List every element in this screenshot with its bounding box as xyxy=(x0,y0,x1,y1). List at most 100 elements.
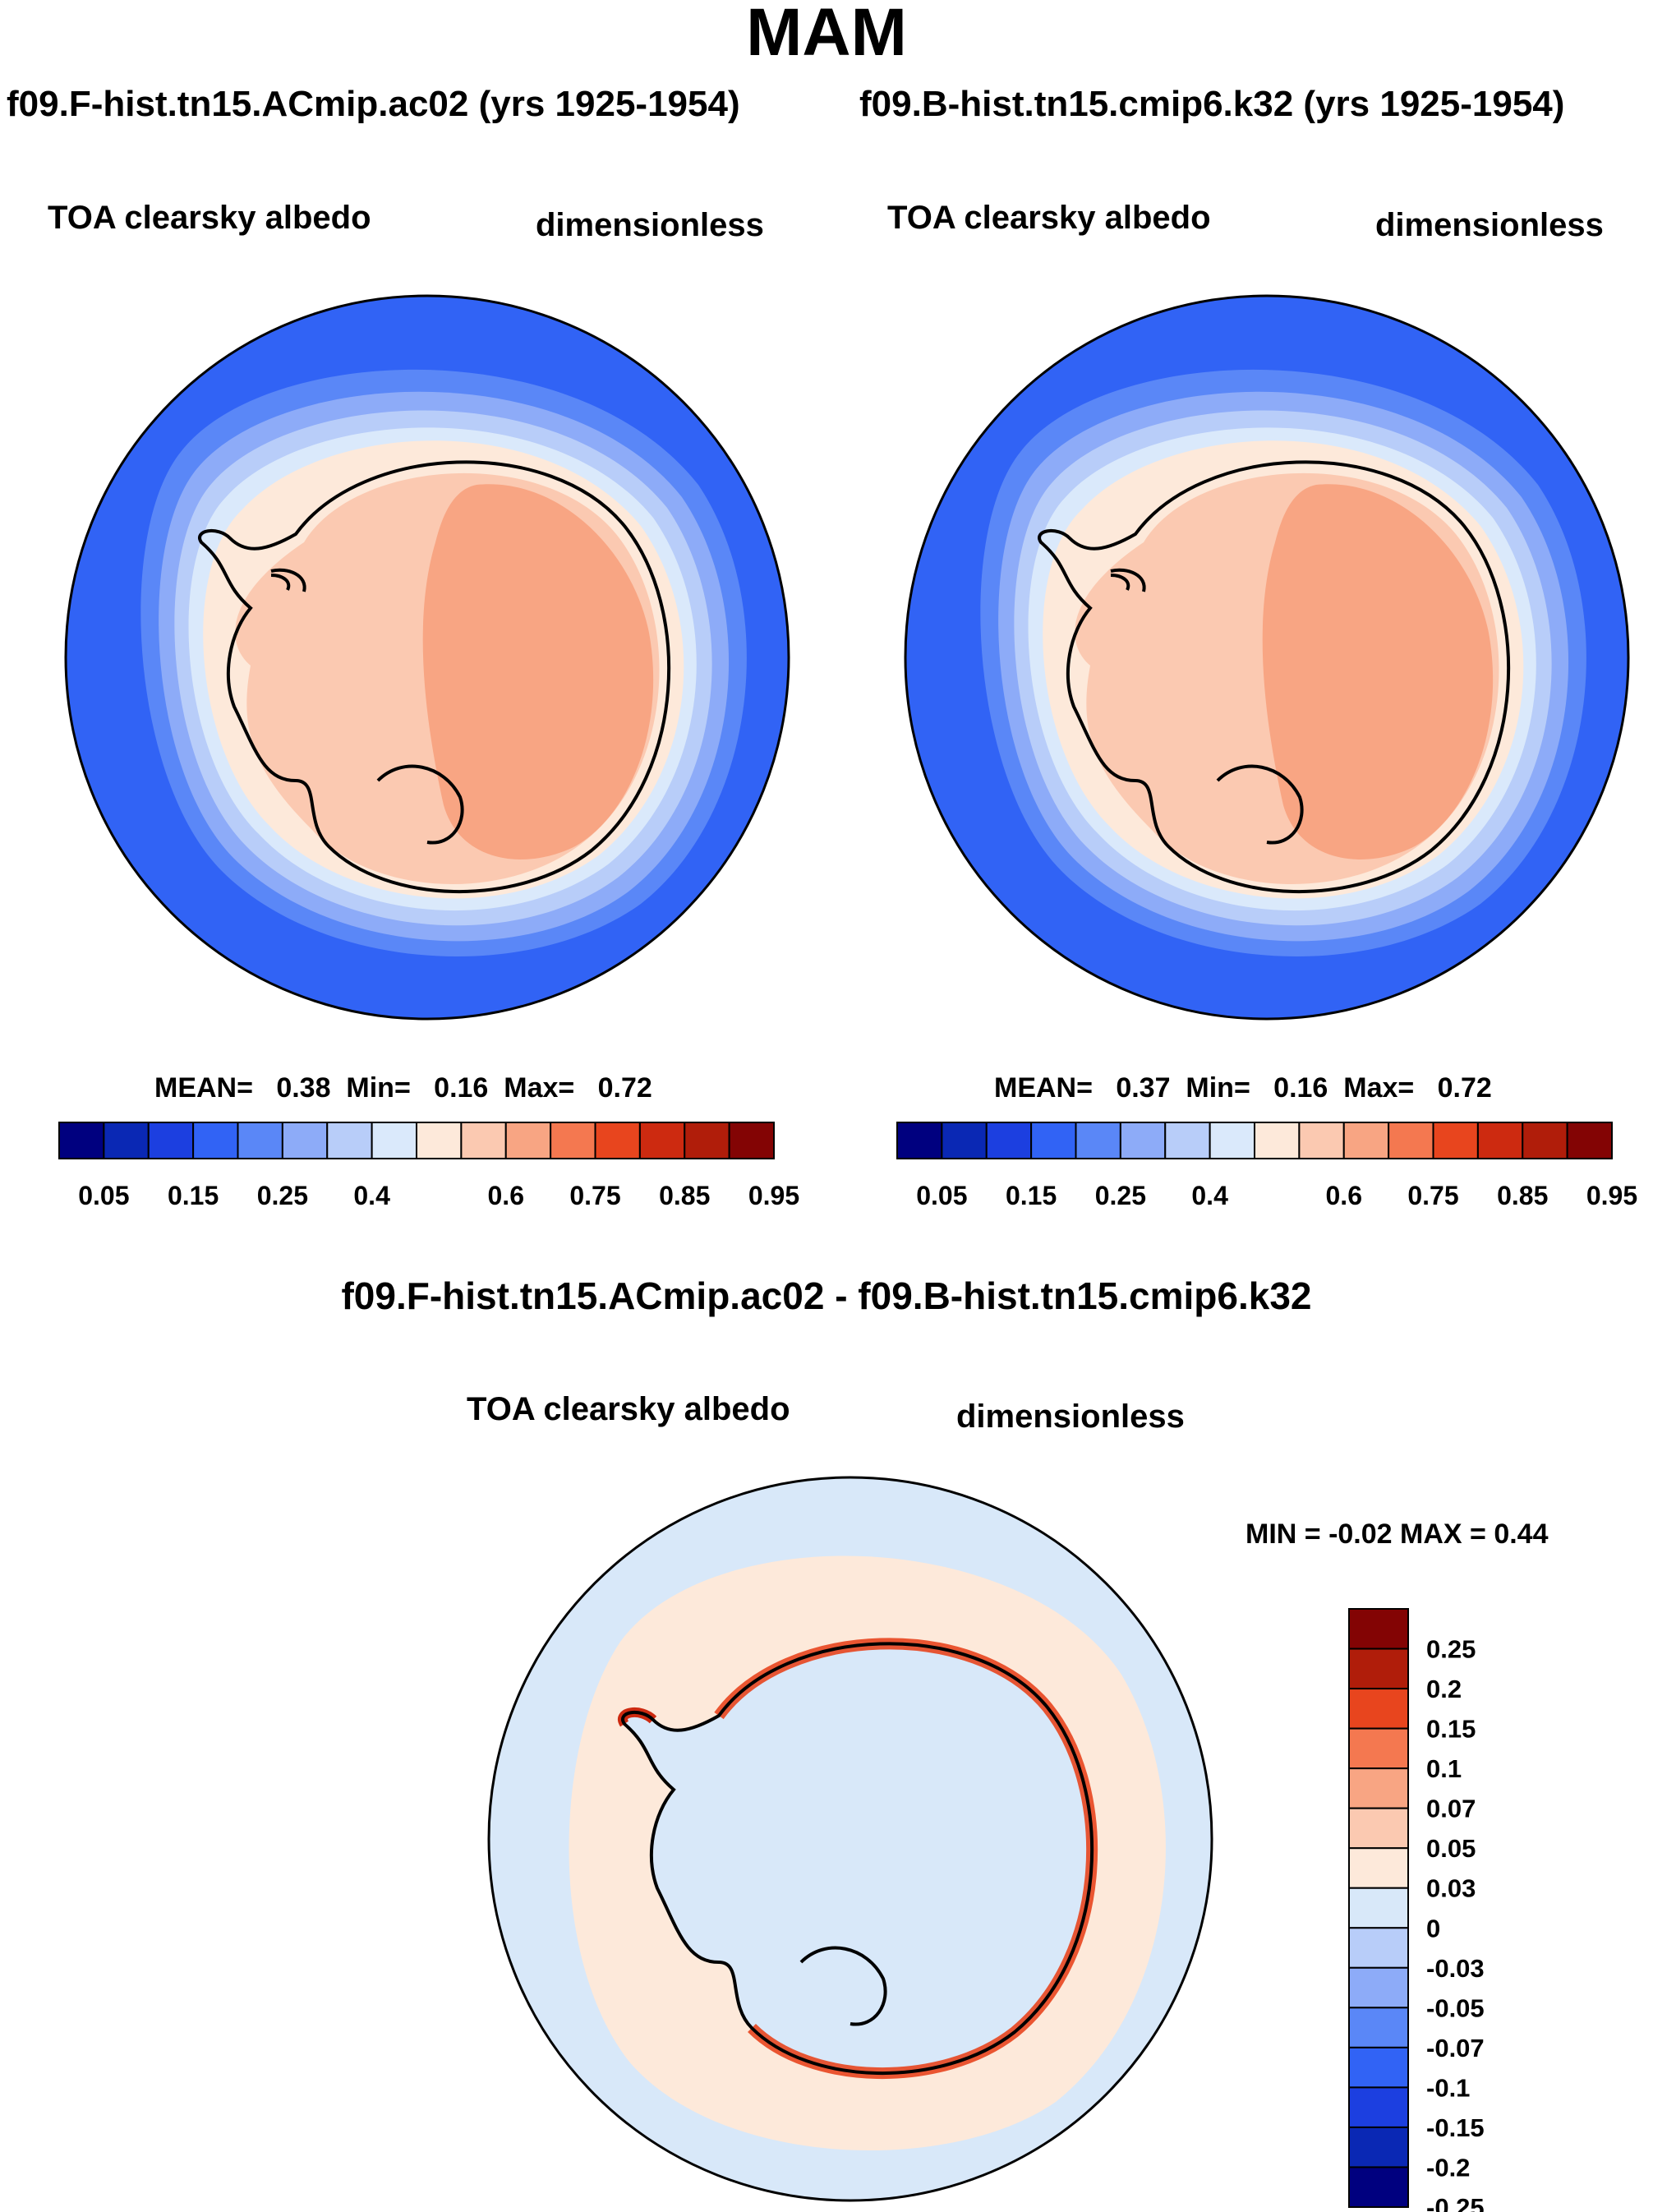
diff-colorbar: 0.25 0.2 0.15 0.1 0.07 0.05 0.03 0 -0.03 -0.05 -0.… xyxy=(1348,1608,1485,2212)
diff-colorbar-tick-label-3: 0.1 xyxy=(1426,1754,1462,1783)
panel1-map xyxy=(64,294,790,1021)
panel1-units-label: dimensionless xyxy=(536,207,764,243)
panel1-colorbar-swatch-3 xyxy=(192,1122,239,1159)
diff-variable-label: TOA clearsky albedo xyxy=(467,1391,790,1427)
panel1-colorbar-swatch-1 xyxy=(103,1122,150,1159)
panel2-colorbar-swatch-15 xyxy=(1566,1122,1613,1159)
panel2-variable-label: TOA clearsky albedo xyxy=(887,200,1211,236)
panel1-stats: MEAN= 0.38 Min= 0.16 Max= 0.72 xyxy=(154,1072,652,1104)
panel2-colorbar-swatch-8 xyxy=(1254,1122,1301,1159)
diff-colorbar-tick-label-7: 0 xyxy=(1426,1914,1440,1942)
diff-colorbar-tick-label-12: -0.15 xyxy=(1426,2113,1485,2142)
panel2-mean-label: MEAN= xyxy=(994,1072,1093,1104)
panel2-colorbar-swatch-12 xyxy=(1432,1122,1479,1159)
diff-units-label: dimensionless xyxy=(956,1399,1185,1435)
panel2-colorbar-tick-label-7: 0.95 xyxy=(1586,1181,1637,1210)
diff-colorbar-swatch-7 xyxy=(1348,1887,1409,1929)
diff-colorbar-swatch-5 xyxy=(1348,1807,1409,1850)
panel2-colorbar-swatch-6 xyxy=(1164,1122,1211,1159)
panel1-colorbar-swatch-7 xyxy=(371,1122,417,1159)
diff-colorbar-swatch-0 xyxy=(1348,1608,1409,1650)
panel1-mean-label: MEAN= xyxy=(154,1072,253,1104)
panel1-variable-label: TOA clearsky albedo xyxy=(48,200,371,236)
panel2-colorbar-swatch-14 xyxy=(1522,1122,1568,1159)
panel2-min-label: Min= xyxy=(1186,1072,1250,1104)
diff-colorbar-swatch-14 xyxy=(1348,2166,1409,2208)
panel2-colorbar-tick-label-3: 0.4 xyxy=(1191,1181,1228,1210)
panel1-min-value: 0.16 xyxy=(434,1072,489,1104)
diff-colorbar-swatch-6 xyxy=(1348,1847,1409,1889)
panel1-colorbar-swatch-2 xyxy=(147,1122,195,1159)
panel2-min-value: 0.16 xyxy=(1273,1072,1328,1104)
panel1-colorbar-swatch-10 xyxy=(504,1122,552,1159)
diff-colorbar-swatch-9 xyxy=(1348,1966,1409,2009)
diff-colorbar-tick-label-6: 0.03 xyxy=(1426,1874,1476,1903)
diff-colorbar-tick-label-11: -0.1 xyxy=(1426,2073,1470,2102)
panel1-colorbar-tick-label-1: 0.15 xyxy=(168,1181,219,1210)
panel2-colorbar: 0.05 0.15 0.25 0.4 0.6 0.75 0.85 0.95 xyxy=(896,1122,1637,1210)
panel2-units-label: dimensionless xyxy=(1375,207,1604,243)
season-title: MAM xyxy=(746,0,907,70)
panel2-colorbar-tick-label-1: 0.15 xyxy=(1006,1181,1057,1210)
panel2-colorbar-swatch-2 xyxy=(985,1122,1033,1159)
panel1-max-label: Max= xyxy=(504,1072,575,1104)
panel2-colorbar-swatch-7 xyxy=(1209,1122,1255,1159)
panel2-colorbar-swatch-3 xyxy=(1030,1122,1077,1159)
panel2-case-title: f09.B-hist.tn15.cmip6.k32 (yrs 1925-1954… xyxy=(859,84,1565,124)
panel2-colorbar-tick-label-5: 0.75 xyxy=(1407,1181,1458,1210)
diff-colorbar-tick-label-2: 0.15 xyxy=(1426,1715,1476,1744)
panel2-max-value: 0.72 xyxy=(1437,1072,1492,1104)
panel1-colorbar-tick-label-2: 0.25 xyxy=(257,1181,308,1210)
diff-colorbar-tick-label-0: 0.25 xyxy=(1426,1635,1476,1664)
diff-colorbar-swatch-11 xyxy=(1348,2046,1409,2089)
panel1-colorbar-swatch-14 xyxy=(684,1122,730,1159)
panel1-colorbar-tick-label-5: 0.75 xyxy=(569,1181,620,1210)
panel2-colorbar-swatch-1 xyxy=(941,1122,988,1159)
diff-colorbar-swatch-2 xyxy=(1348,1688,1409,1730)
panel1-colorbar-swatch-9 xyxy=(460,1122,507,1159)
panel1-colorbar-swatch-11 xyxy=(550,1122,596,1159)
diff-colorbar-swatch-8 xyxy=(1348,1927,1409,1969)
panel1-colorbar-swatch-4 xyxy=(237,1122,283,1159)
panel2-max-label: Max= xyxy=(1343,1072,1415,1104)
diff-colorbar-swatch-13 xyxy=(1348,2126,1409,2168)
panel2-colorbar-swatch-11 xyxy=(1388,1122,1434,1159)
panel1-mean-value: 0.38 xyxy=(276,1072,331,1104)
diff-colorbar-swatch-3 xyxy=(1348,1727,1409,1770)
diff-map xyxy=(489,1477,1212,2200)
diff-title: f09.F-hist.tn15.ACmip.ac02 - f09.B-hist.… xyxy=(341,1274,1312,1317)
panel1-colorbar-swatch-8 xyxy=(416,1122,463,1159)
panel1-colorbar-swatch-15 xyxy=(728,1122,775,1159)
diff-colorbar-swatch-10 xyxy=(1348,2007,1409,2048)
panel2-colorbar-swatch-4 xyxy=(1075,1122,1121,1159)
panel1-case-title: f09.F-hist.tn15.ACmip.ac02 (yrs 1925-195… xyxy=(7,84,740,124)
panel2-colorbar-tick-label-6: 0.85 xyxy=(1497,1181,1548,1210)
diff-colorbar-tick-label-4: 0.07 xyxy=(1426,1795,1476,1823)
diff-colorbar-tick-label-9: -0.05 xyxy=(1426,1993,1485,2022)
diff-colorbar-tick-label-8: -0.03 xyxy=(1426,1954,1485,1983)
panel1-max-value: 0.72 xyxy=(597,1072,652,1104)
diff-colorbar-swatch-4 xyxy=(1348,1767,1409,1809)
diff-colorbar-tick-label-13: -0.2 xyxy=(1426,2153,1470,2182)
diff-colorbar-swatch-1 xyxy=(1348,1647,1409,1690)
panel2-stats: MEAN= 0.37 Min= 0.16 Max= 0.72 xyxy=(994,1072,1492,1104)
diff-colorbar-tick-label-10: -0.07 xyxy=(1426,2034,1485,2062)
panel2-colorbar-swatch-9 xyxy=(1298,1122,1345,1159)
diff-colorbar-tick-label-5: 0.05 xyxy=(1426,1834,1476,1863)
panel1-colorbar-swatch-5 xyxy=(281,1122,329,1159)
panel2-colorbar-tick-label-0: 0.05 xyxy=(916,1181,967,1210)
panel2-colorbar-swatch-13 xyxy=(1476,1122,1524,1159)
panel2-map xyxy=(904,294,1630,1021)
panel1-min-label: Min= xyxy=(346,1072,411,1104)
panel1-colorbar-tick-label-4: 0.6 xyxy=(488,1181,524,1210)
panel1-colorbar-tick-label-7: 0.95 xyxy=(748,1181,799,1210)
panel2-colorbar-swatch-5 xyxy=(1119,1122,1167,1159)
panel1-colorbar-tick-label-0: 0.05 xyxy=(78,1181,129,1210)
panel1-colorbar-swatch-6 xyxy=(326,1122,373,1159)
panel1-colorbar-swatch-0 xyxy=(58,1122,105,1159)
panel1-colorbar-tick-label-6: 0.85 xyxy=(659,1181,710,1210)
panel2-colorbar-tick-label-4: 0.6 xyxy=(1326,1181,1362,1210)
panel1-colorbar: 0.05 0.15 0.25 0.4 0.6 0.75 0.85 0.95 xyxy=(58,1122,799,1210)
panel1-colorbar-tick-label-3: 0.4 xyxy=(353,1181,390,1210)
